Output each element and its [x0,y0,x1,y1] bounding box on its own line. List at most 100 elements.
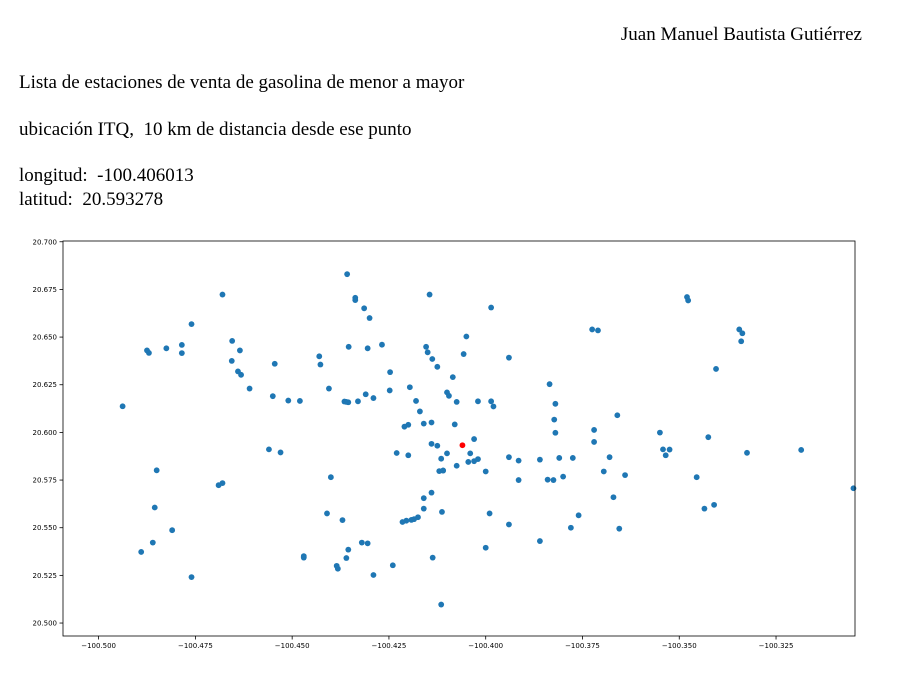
station-point [467,450,474,457]
station-point [408,517,415,523]
station-point [657,429,663,436]
station-point [798,447,805,453]
station-point [475,398,481,405]
station-point [595,327,601,334]
reference-point [459,442,466,449]
x-tick-label: −100.425 [372,642,407,650]
station-point [229,337,236,344]
station-point [744,449,750,456]
station-point [352,297,359,303]
station-point [482,468,489,475]
y-tick-label: 20.575 [33,477,58,485]
station-point [163,345,170,352]
station-point [345,546,352,553]
station-point [399,519,406,525]
station-point [544,476,551,483]
station-point [362,391,369,398]
station-point [610,494,617,501]
station-point [556,455,563,461]
station-point [429,356,436,362]
longitude-readout: longitud: -100.406013 [19,165,194,186]
y-tick-label: 20.550 [33,524,58,532]
station-point [589,326,596,333]
station-point [345,343,352,350]
station-point [453,398,460,405]
station-point [439,508,445,515]
y-tick-label: 20.650 [33,334,58,342]
station-point [662,452,669,459]
station-point [355,398,361,405]
station-point [146,350,152,356]
y-tick-label: 20.600 [33,429,58,437]
station-point [300,554,307,561]
station-point [428,440,435,447]
station-point [266,446,272,453]
station-point [153,467,160,474]
y-tick-label: 20.675 [33,286,58,294]
station-point [685,297,692,304]
station-point [550,477,557,483]
station-point [386,387,393,394]
station-point [693,474,700,481]
station-point [444,450,450,457]
station-point [471,436,477,442]
station-point [434,363,441,370]
station-point [438,455,445,462]
station-point [560,473,567,480]
station-point [850,485,857,492]
station-point [271,360,278,367]
x-tick-label: −100.400 [468,642,503,650]
y-tick-label: 20.500 [33,620,58,628]
station-point [482,544,489,551]
y-tick-label: 20.625 [33,381,58,389]
station-point [151,504,158,511]
station-point [488,304,495,311]
station-point [575,512,582,519]
station-point [591,427,597,433]
station-point [417,408,423,415]
station-point [711,501,717,508]
points-layer [119,271,857,608]
station-point [546,381,553,388]
station-point [228,358,235,364]
station-point [460,351,467,357]
station-point [569,455,576,461]
station-point [552,429,559,436]
station-point [551,416,558,423]
station-point [515,477,522,483]
station-point [393,450,400,456]
station-point [490,403,497,410]
station-point [426,291,433,298]
station-point [614,412,621,419]
station-point [537,538,543,544]
author-name: Juan Manuel Bautista Gutiérrez [620,24,862,45]
station-point [415,514,421,521]
station-point [297,398,303,404]
station-point [537,456,543,463]
station-point [660,446,666,453]
station-point [713,366,719,372]
station-point [285,397,292,404]
station-point [606,454,613,461]
station-point [701,505,708,512]
x-tick-label: −100.500 [81,642,116,650]
station-point [326,385,332,392]
station-point [405,452,412,459]
station-point [475,456,481,462]
station-point [370,572,377,578]
station-point [387,369,393,376]
station-point [370,395,377,401]
station-point [434,442,441,449]
station-point [424,349,431,356]
latitude-readout: latitud: 20.593278 [19,189,164,210]
station-point [616,525,623,532]
station-point [739,330,746,337]
station-point [366,315,373,321]
station-point [622,472,628,479]
y-tick-label: 20.525 [33,572,58,580]
station-point [178,350,185,356]
x-tick-label: −100.325 [759,642,794,650]
station-point [269,393,276,400]
station-point [428,419,435,426]
